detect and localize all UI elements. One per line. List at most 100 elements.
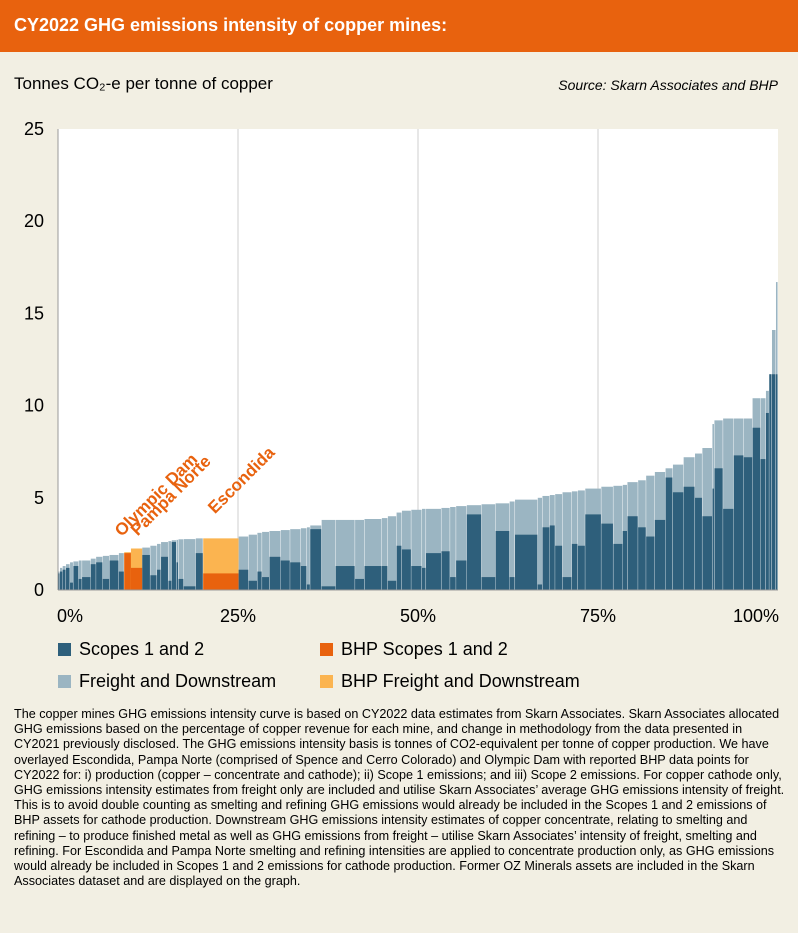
freight-bar (183, 539, 196, 590)
y-tick-label: 0 (34, 580, 44, 600)
scopes-bar (665, 477, 673, 590)
scopes-bar (78, 578, 82, 590)
bhp-scopes-bar (124, 553, 131, 590)
scopes-bar (335, 566, 355, 590)
freight-bar (456, 506, 467, 590)
scopes-bar (238, 569, 249, 590)
legend-bhp-scopes-swatch (320, 643, 333, 656)
scopes-bar (262, 577, 269, 590)
scopes-bar (150, 575, 157, 590)
scopes-bar (542, 527, 550, 590)
scopes-bar (450, 577, 456, 590)
scopes-bar (571, 543, 578, 590)
chart-title: CY2022 GHG emissions intensity of copper… (14, 15, 448, 35)
x-tick-label: 0% (57, 606, 83, 626)
scopes-bar (118, 571, 124, 590)
freight-bar (411, 509, 422, 590)
legend-bhp-freight: BHP Freight and Downstream (320, 671, 580, 692)
scopes-bar (441, 551, 450, 590)
scopes-bar (102, 578, 110, 590)
legend-bhp-freight-label: BHP Freight and Downstream (341, 671, 580, 691)
freight-bar (321, 519, 336, 590)
freight-bar (555, 494, 563, 590)
freight-bar (381, 518, 388, 590)
x-tick-label: 50% (400, 606, 436, 626)
scopes-bar (627, 516, 638, 590)
legend-bhp-freight-swatch (320, 675, 333, 688)
scopes-bar (381, 566, 388, 590)
scopes-bar (310, 529, 322, 590)
freight-bar (262, 531, 269, 590)
freight-bar (450, 507, 456, 590)
legend-freight-swatch (58, 675, 71, 688)
legend-freight-label: Freight and Downstream (79, 671, 277, 691)
scopes-bar (683, 486, 695, 590)
freight-bar (168, 541, 172, 590)
scopes-bar (183, 586, 196, 590)
scopes-bar (515, 534, 538, 590)
scopes-bar (280, 560, 290, 590)
freight-bar (248, 534, 257, 590)
scopes-bar (537, 584, 543, 590)
freight-bar (441, 507, 450, 590)
scopes-bar (775, 374, 778, 590)
scopes-bar (387, 580, 397, 590)
freight-bar (78, 560, 82, 590)
scopes-bar (622, 530, 627, 590)
scopes-bar (613, 543, 623, 590)
scopes-bar (646, 536, 655, 590)
freight-bar (306, 527, 310, 590)
scopes-bar (300, 566, 307, 590)
legend-bhp-scopes-label: BHP Scopes 1 and 2 (341, 639, 508, 659)
scopes-bar (70, 582, 73, 590)
freight-bar (481, 504, 496, 590)
scopes-bar (555, 545, 563, 590)
legend-scopes: Scopes 1 and 2 (58, 639, 204, 660)
legend-freight: Freight and Downstream (58, 671, 276, 692)
x-tick-label: 75% (580, 606, 616, 626)
bhp-scopes-bar (130, 567, 143, 590)
scopes-bar (638, 527, 646, 590)
scopes-bar (672, 492, 684, 590)
freight-bar (238, 536, 249, 590)
scopes-bar (426, 553, 441, 590)
scopes-bar (269, 556, 281, 590)
freight-bar (300, 528, 307, 590)
legend-scopes-label: Scopes 1 and 2 (79, 639, 205, 659)
scopes-bar (60, 571, 63, 590)
scopes-bar (90, 564, 96, 590)
freight-bar (157, 543, 161, 590)
x-tick-label: 100% (733, 606, 779, 626)
source-note: Source: Skarn Associates and BHP (558, 77, 778, 93)
scopes-bar (178, 578, 184, 590)
scopes-bar (355, 578, 365, 590)
y-units-label: Tonnes CO₂-e per tonne of copper (14, 74, 273, 93)
x-tick-label: 25% (220, 606, 256, 626)
freight-bar (613, 485, 623, 590)
freight-bar (102, 555, 110, 590)
scopes-bar (743, 457, 753, 590)
scopes-bar (456, 560, 467, 590)
scopes-bar (73, 566, 79, 590)
scopes-bar (176, 562, 178, 590)
scopes-bar (481, 577, 496, 590)
scopes-bar (157, 569, 161, 590)
y-tick-label: 15 (24, 303, 44, 323)
freight-bar (178, 539, 184, 590)
freight-bar (422, 508, 426, 590)
freight-bar (82, 560, 91, 590)
scopes-bar (771, 374, 776, 590)
y-tick-label: 20 (24, 211, 44, 231)
scopes-bar (109, 560, 119, 590)
freight-bar (571, 491, 578, 590)
freight-bar (723, 418, 734, 590)
freight-bar (290, 529, 301, 590)
scopes-bar (769, 374, 772, 590)
freight-bar (257, 532, 262, 590)
freight-bar (280, 530, 290, 590)
freight-bar (509, 501, 515, 590)
scopes-bar (695, 497, 702, 590)
scopes-bar (58, 573, 60, 590)
scopes-bar (577, 545, 585, 590)
